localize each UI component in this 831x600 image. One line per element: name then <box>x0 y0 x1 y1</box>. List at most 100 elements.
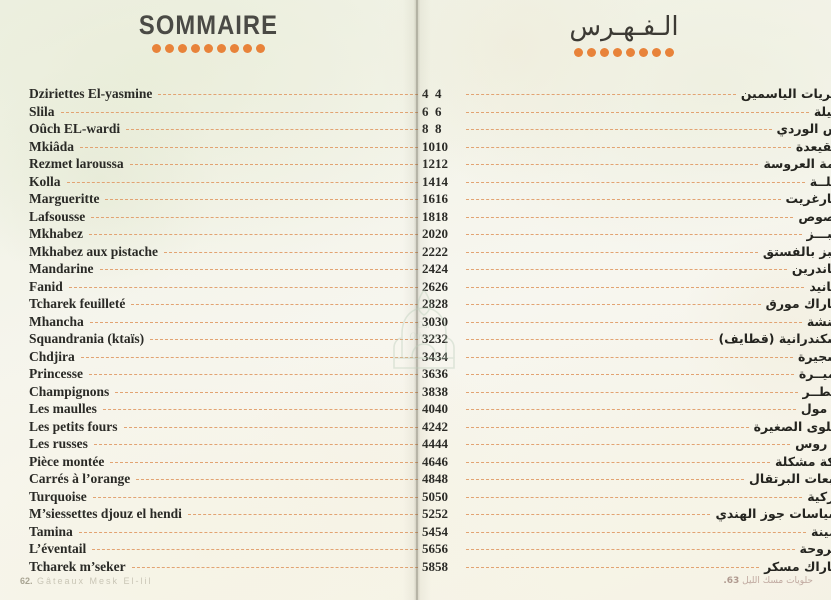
toc-leader-dots <box>466 286 805 288</box>
toc-entry-row[interactable]: Chdjira 34 <box>29 349 446 367</box>
toc-entry-page-number: 32 <box>435 331 448 346</box>
toc-entry-row[interactable]: Kolla 14 <box>29 174 446 192</box>
toc-entry-row[interactable]: 50 التركية <box>435 489 831 507</box>
toc-entry-row[interactable]: Les maulles 40 <box>29 401 446 419</box>
toc-leader-dots <box>158 94 418 95</box>
toc-entry-page-number: 52 <box>435 506 448 521</box>
toc-entry-row[interactable]: 38 الفطــر <box>435 384 831 402</box>
toc-entry-row[interactable]: Fanid 26 <box>29 279 446 297</box>
toc-leader-dots <box>102 409 418 410</box>
toc-entry-label: المقيعدة <box>795 138 831 154</box>
toc-entry-row[interactable]: 42 الحلوى الصغيرة <box>435 419 831 437</box>
toc-leader-dots <box>92 496 418 498</box>
toc-entry-page-number: 48 <box>435 471 448 486</box>
toc-entry-row[interactable]: Lafsousse 18 <box>29 209 446 227</box>
toc-leader-dots <box>91 216 418 218</box>
toc-entry-row[interactable]: 58 تشاراك مسكر <box>435 559 831 577</box>
toc-entry-row[interactable]: Mhancha 30 <box>29 314 446 332</box>
toc-entry-row[interactable]: Les petits fours 42 <box>29 419 446 437</box>
toc-entry-row[interactable]: 46 كعكة مشكلة <box>435 454 831 472</box>
toc-leader-dots <box>466 356 794 358</box>
toc-entry-row[interactable]: 26 الفانيد <box>435 279 831 297</box>
toc-leader-dots <box>466 549 795 550</box>
toc-entry-row[interactable]: Dziriettes El-yasmine 4 <box>29 86 446 104</box>
toc-leader-dots <box>66 181 418 183</box>
ornament-dot <box>204 44 213 53</box>
toc-entry-row[interactable]: Tamina 54 <box>29 524 446 542</box>
toc-leader-dots <box>466 566 760 568</box>
page-title-alfihris: الـفـهـرس <box>569 12 679 42</box>
toc-entry-label: Carrés à l’orange <box>29 471 131 486</box>
toc-leader-dots <box>131 566 418 568</box>
toc-entry-label: Mkhabez aux pistache <box>29 243 159 259</box>
toc-entry-row[interactable]: 36 الأميــرة <box>435 366 831 384</box>
toc-entry-row[interactable]: M’siessettes djouz el hendi 52 <box>29 506 446 524</box>
toc-entry-row[interactable]: 32 السكندرانية (قطايف) <box>435 331 831 349</box>
ornament-dot <box>613 48 622 57</box>
toc-entry-row[interactable]: Oûch EL-wardi 8 <box>29 121 446 139</box>
toc-entry-page-number: 10 <box>435 138 448 154</box>
toc-leader-dots <box>80 356 418 358</box>
toc-entry-row[interactable]: Champignons 38 <box>29 384 446 402</box>
toc-entry-row[interactable]: 48 مربعات البرتقال <box>435 471 831 489</box>
toc-entry-label: المارغريت <box>785 191 831 206</box>
toc-entry-page-number: 26 <box>435 278 448 294</box>
toc-entry-label: تشاراك مورق <box>765 296 831 311</box>
toc-entry-row[interactable]: 24 الماندرين <box>435 261 831 279</box>
toc-entry-row[interactable]: Turquoise 50 <box>29 489 446 507</box>
toc-entry-row[interactable]: Margueritte 16 <box>29 191 446 209</box>
toc-entry-row[interactable]: 16 المارغريت <box>435 191 831 209</box>
toc-entry-row[interactable]: 40 لي مول <box>435 401 831 419</box>
ornament-dot <box>626 48 635 57</box>
toc-entry-row[interactable]: Tcharek feuilleté 28 <box>29 296 446 314</box>
toc-entry-row[interactable]: 8 عش الوردي <box>435 121 831 139</box>
toc-entry-row[interactable]: Princesse 36 <box>29 366 446 384</box>
toc-entry-row[interactable]: 6 سليلة <box>435 104 831 122</box>
left-page: SOMMAIRE Dziriettes El-yasmine 4 Slila 6 Oûc… <box>20 10 435 586</box>
toc-entry-row[interactable]: 18 لفصوص <box>435 209 831 227</box>
toc-leader-dots <box>80 146 418 148</box>
footer-left: 62. Gâteaux Mesk El-lil <box>20 576 153 586</box>
toc-entry-row[interactable]: Squandrania (ktaïs) 32 <box>29 331 446 349</box>
toc-entry-row[interactable]: 52 مسياسات جوز الهندي <box>435 506 831 524</box>
toc-entry-row[interactable]: 14 القلــة <box>435 174 831 192</box>
toc-leader-dots <box>466 444 791 445</box>
toc-entry-page-number: 12 <box>435 156 448 171</box>
toc-leader-dots <box>89 321 418 323</box>
toc-entry-row[interactable]: Les russes 44 <box>29 436 446 454</box>
toc-entry-row[interactable]: 4 دزيريات الياسمين <box>435 86 831 104</box>
right-page: الـفـهـرس 4 دزيريات الياسمين 6 سليلة 8 عش الو… <box>417 0 831 600</box>
toc-entry-row[interactable]: Tcharek m’seker 58 <box>29 559 446 577</box>
toc-entry-row[interactable]: 30 محنشة <box>435 314 831 332</box>
toc-entry-row[interactable]: Pièce montée 46 <box>29 454 446 472</box>
ornament-dot <box>639 48 648 57</box>
toc-entry-row[interactable]: Carrés à l’orange 48 <box>29 471 446 489</box>
toc-entry-row[interactable]: Mkhabez aux pistache 22 <box>29 244 446 262</box>
toc-entry-row[interactable]: 20 مخبـــز <box>435 226 831 244</box>
toc-entry-row[interactable]: Mkiâda 10 <box>29 139 446 157</box>
toc-entry-row[interactable]: 34 الشجيرة <box>435 349 831 367</box>
toc-entry-row[interactable]: 22 مخبز بالفستق <box>435 244 831 262</box>
toc-entry-row[interactable]: L’éventail 56 <box>29 541 446 559</box>
toc-entry-row[interactable]: 56 المروحة <box>435 541 831 559</box>
toc-leader-dots <box>466 339 714 340</box>
toc-entry-page-number: 38 <box>435 383 448 399</box>
toc-entry-label: الفانيد <box>809 278 831 294</box>
toc-entry-row[interactable]: Mandarine 24 <box>29 261 446 279</box>
toc-leader-dots <box>466 129 772 130</box>
toc-entry-label: Kolla <box>29 173 61 189</box>
toc-entry-row[interactable]: 54 طمينة <box>435 524 831 542</box>
toc-entry-row[interactable]: Slila 6 <box>29 104 446 122</box>
toc-entry-row[interactable]: 10 المقيعدة <box>435 139 831 157</box>
toc-entry-label: Mkiâda <box>29 138 75 154</box>
toc-entry-page-number: 14 <box>435 173 448 189</box>
toc-entry-label: Turquoise <box>29 488 87 504</box>
toc-entry-row[interactable]: 44 لي روس <box>435 436 831 454</box>
toc-entry-row[interactable]: Rezmet laroussa 12 <box>29 156 446 174</box>
toc-entry-row[interactable]: 28 تشاراك مورق <box>435 296 831 314</box>
toc-entry-row[interactable]: 12 رزمة العروسة <box>435 156 831 174</box>
toc-leader-dots <box>136 479 418 480</box>
toc-leader-dots <box>466 409 796 410</box>
toc-entry-row[interactable]: Mkhabez 20 <box>29 226 446 244</box>
